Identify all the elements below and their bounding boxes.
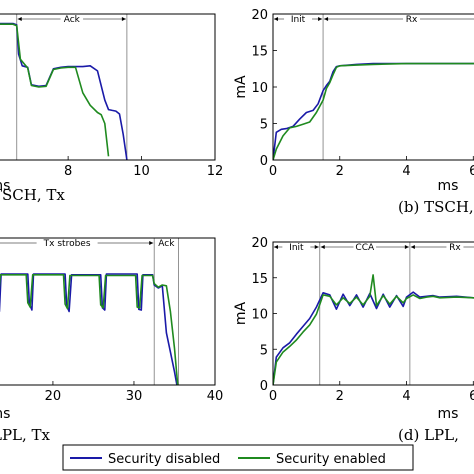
x-tick-label: 12 <box>207 164 224 179</box>
x-tick-label: 4 <box>402 389 410 404</box>
x-tick-label: 2 <box>336 164 344 179</box>
panel-caption: (d) LPL, <box>398 426 459 444</box>
x-tick-label: 0 <box>269 389 277 404</box>
panel-caption: TSCH, Tx <box>0 186 65 204</box>
plot-frame <box>272 13 474 161</box>
series-line-security-disabled <box>273 62 474 160</box>
x-tick-label: 10 <box>133 164 150 179</box>
series-line-security-enabled <box>0 23 110 157</box>
legend-label-security-disabled: Security disabled <box>108 452 220 467</box>
plot-frame <box>0 237 216 386</box>
phase-label: Rx <box>449 243 461 253</box>
panel-caption: (b) TSCH, <box>398 198 474 216</box>
x-axis-label: ms <box>0 406 10 422</box>
y-tick-label: 15 <box>251 272 268 287</box>
series-line-security-disabled <box>273 291 474 385</box>
series-line-security-enabled <box>273 62 474 160</box>
arrow-head-icon <box>410 245 415 249</box>
phase-label: Ack <box>158 239 175 249</box>
phase-label-bg <box>403 14 421 24</box>
plot-frame <box>0 13 216 161</box>
x-tick-label: 20 <box>45 389 62 404</box>
phase-label-bg <box>353 242 377 252</box>
legend: Security disabled Security enabled <box>62 444 414 471</box>
x-tick-label: 8 <box>64 164 72 179</box>
arrow-head-icon <box>274 245 278 249</box>
phase-label-bg <box>282 242 311 252</box>
phase-label-bg <box>36 238 98 248</box>
panel-b: Init Rx 0 2 4 6 0 5 10 15 20 ms mA (b) TSCH, <box>233 8 474 216</box>
y-tick-label: 20 <box>251 236 268 251</box>
arrow-head-icon <box>274 17 278 21</box>
y-tick-label: 10 <box>251 81 268 96</box>
y-tick-label: 10 <box>251 308 268 323</box>
y-tick-label: 15 <box>251 45 268 60</box>
phase-label-bg <box>155 238 178 248</box>
x-tick-label: 40 <box>207 389 224 404</box>
arrow-head-icon <box>324 17 329 21</box>
phase-label-bg <box>284 14 313 24</box>
y-tick-label: 5 <box>260 343 268 358</box>
x-tick-label: 6 <box>469 389 474 404</box>
phase-label: Init <box>291 15 306 25</box>
x-tick-label: 4 <box>402 164 410 179</box>
phase-label: Ack <box>64 15 81 25</box>
panel-a: Ack681012msTSCH, Tx <box>0 13 224 204</box>
x-axis-label: ms <box>0 178 10 194</box>
y-axis-label: mA <box>233 301 249 325</box>
legend-label-security-enabled: Security enabled <box>276 452 386 467</box>
arrow-head-icon <box>121 17 126 21</box>
x-axis-label: ms <box>438 406 459 422</box>
series-line-security-enabled <box>0 274 179 385</box>
phase-label: Init <box>289 243 304 253</box>
x-tick-label: 6 <box>469 164 474 179</box>
panel-d: Init CCA Rx 0 2 4 6 0 5 10 15 20 ms mA (d) LPL, <box>233 236 474 444</box>
arrow-head-icon <box>149 241 154 245</box>
x-tick-label: 30 <box>126 389 143 404</box>
y-tick-label: 0 <box>260 379 268 394</box>
phase-label-bg <box>446 242 464 252</box>
arrow-head-icon <box>404 245 409 249</box>
y-axis-label: mA <box>233 75 249 99</box>
panel-c: Tx strobes Ack 20 30 40 ms LPL, Tx <box>0 237 224 444</box>
x-tick-label: 0 <box>269 164 277 179</box>
arrow-head-icon <box>17 17 22 21</box>
phase-label: Rx <box>406 15 418 25</box>
phase-label-bg <box>60 14 84 24</box>
y-tick-label: 5 <box>260 118 268 133</box>
phase-label: Tx strobes <box>43 239 91 249</box>
series-line-security-enabled <box>273 274 474 385</box>
arrow-head-icon <box>320 245 325 249</box>
panel-caption: LPL, Tx <box>0 426 51 444</box>
plot-frame <box>272 241 474 386</box>
arrow-head-icon <box>314 245 319 249</box>
arrow-head-icon <box>318 17 323 21</box>
phase-label: CCA <box>355 243 375 253</box>
x-axis-label: ms <box>438 178 459 194</box>
x-tick-label: 2 <box>336 389 344 404</box>
y-tick-label: 20 <box>251 8 268 23</box>
y-tick-label: 0 <box>260 154 268 169</box>
